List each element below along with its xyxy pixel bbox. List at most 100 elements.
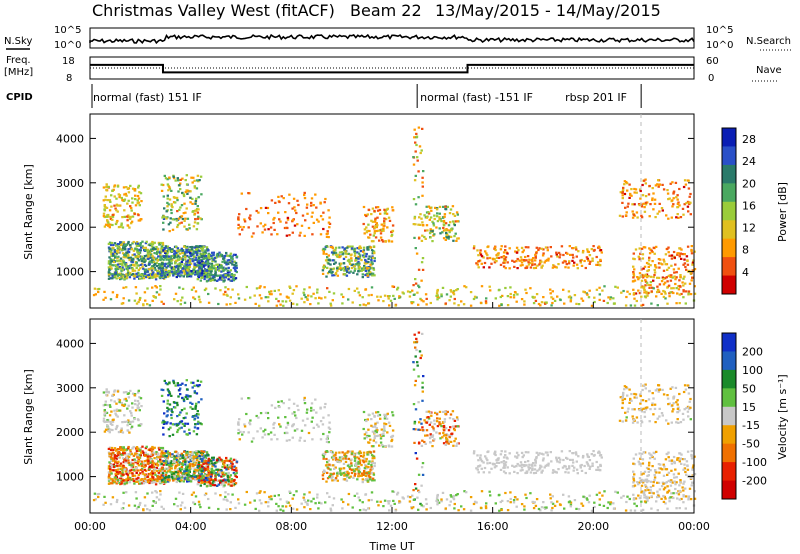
velocity-echo-cell	[338, 451, 341, 454]
power-echo-cell	[658, 183, 662, 186]
velocity-echo-cell	[183, 430, 186, 433]
power-echo-cell	[493, 257, 496, 261]
power-echo-cell	[346, 259, 350, 262]
power-echo-cell	[457, 237, 460, 240]
velocity-echo-cell	[336, 479, 339, 482]
velocity-echo-cell	[126, 429, 130, 432]
power-echo-cell	[108, 241, 112, 244]
power-echo-cell	[508, 247, 511, 250]
velocity-echo-cell	[200, 423, 203, 426]
velocity-echo-cell	[106, 404, 109, 407]
velocity-echo-cell	[177, 454, 180, 457]
power-echo-cell	[675, 276, 678, 279]
power-echo-cell	[621, 201, 624, 204]
power-echo-cell	[203, 253, 207, 256]
power-echo-cell	[210, 262, 214, 265]
power-echo-cell	[358, 265, 361, 269]
velocity-echo-cell	[118, 409, 121, 412]
velocity-echo-cell	[353, 455, 356, 458]
velocity-echo-cell	[129, 421, 132, 424]
velocity-echo-cell	[146, 457, 150, 460]
power-echo-cell	[138, 191, 141, 194]
power-echo-cell	[172, 254, 175, 257]
power-echo-cell	[416, 156, 419, 159]
velocity-echo-cell	[104, 411, 107, 414]
power-echo-cell	[598, 298, 601, 301]
power-echo-cell	[167, 275, 170, 278]
power-echo-cell	[628, 183, 631, 186]
power-echo-cell	[647, 283, 650, 287]
velocity-echo-cell	[375, 411, 378, 414]
velocity-echo-cell	[370, 464, 373, 467]
power-echo-cell	[136, 249, 139, 252]
power-echo-cell	[667, 251, 670, 254]
power-echo-cell	[193, 267, 196, 270]
power-echo-cell	[362, 249, 366, 252]
power-echo-cell	[325, 275, 328, 278]
power-echo-cell	[162, 272, 165, 275]
power-echo-cell	[689, 192, 692, 196]
velocity-echo-cell	[160, 462, 163, 465]
velocity-echo-cell	[222, 474, 225, 478]
velocity-echo-cell	[373, 462, 376, 465]
power-echo-cell	[297, 203, 300, 207]
velocity-echo-cell	[331, 473, 334, 476]
power-echo-cell	[673, 271, 676, 274]
power-echo-cell	[235, 270, 238, 274]
power-echo-cell	[137, 184, 140, 187]
power-echo-cell	[183, 202, 186, 205]
power-echo-cell	[209, 279, 212, 282]
velocity-echo-cell	[129, 476, 132, 480]
power-echo-cell	[679, 216, 683, 219]
power-echo-cell	[662, 277, 665, 280]
power-echo-cell	[607, 296, 610, 299]
power-echo-cell	[255, 209, 258, 213]
power-echo-cell	[356, 247, 359, 250]
power-echo-cell	[350, 253, 353, 256]
velocity-echo-cell	[200, 471, 203, 474]
velocity-echo-cell	[196, 416, 200, 419]
power-echo-cell	[176, 270, 180, 273]
power-echo-cell	[155, 246, 158, 249]
power-echo-cell	[357, 257, 360, 260]
power-echo-cell	[383, 220, 386, 223]
freq-label-line1: Freq.	[6, 55, 31, 66]
velocity-echo-cell	[221, 481, 224, 484]
velocity-echo-cell	[162, 422, 166, 425]
power-echo-cell	[371, 207, 375, 210]
velocity-echo-cell	[113, 480, 116, 483]
velocity-echo-cell	[221, 465, 224, 468]
velocity-echo-cell	[372, 472, 375, 475]
velocity-echo-cell	[337, 472, 341, 475]
power-echo-cell	[350, 257, 353, 260]
power-echo-cell	[207, 254, 210, 257]
power-echo-cell	[652, 279, 655, 282]
power-echo-cell	[151, 299, 154, 302]
power-echo-cell	[541, 254, 545, 257]
power-echo-cell	[121, 261, 125, 264]
power-echo-cell	[565, 263, 568, 266]
power-echo-cell	[612, 297, 615, 300]
power-echo-cell	[143, 270, 147, 274]
velocity-echo-cell	[110, 459, 113, 463]
velocity-echo-cell	[215, 468, 218, 471]
velocity-echo-cell	[235, 475, 238, 479]
velocity-echo-cell	[133, 394, 136, 397]
power-echo-cell	[535, 252, 538, 255]
power-echo-cell	[167, 250, 170, 253]
velocity-echo-cell	[376, 414, 380, 417]
power-echo-cell	[196, 174, 200, 177]
velocity-echo-cell	[181, 468, 184, 471]
velocity-echo-cell	[348, 476, 351, 479]
power-echo-cell	[480, 285, 484, 288]
power-echo-cell	[632, 293, 636, 296]
power-echo-cell	[369, 246, 372, 249]
power-echo-cell	[666, 286, 669, 289]
power-echo-cell	[115, 277, 118, 280]
velocity-echo-cell	[168, 460, 171, 463]
power-echo-cell	[678, 293, 681, 296]
velocity-echo-cell	[110, 454, 113, 457]
velocity-echo-cell	[358, 451, 361, 454]
velocity-echo-cell	[365, 460, 368, 463]
power-echo-cell	[396, 286, 400, 289]
